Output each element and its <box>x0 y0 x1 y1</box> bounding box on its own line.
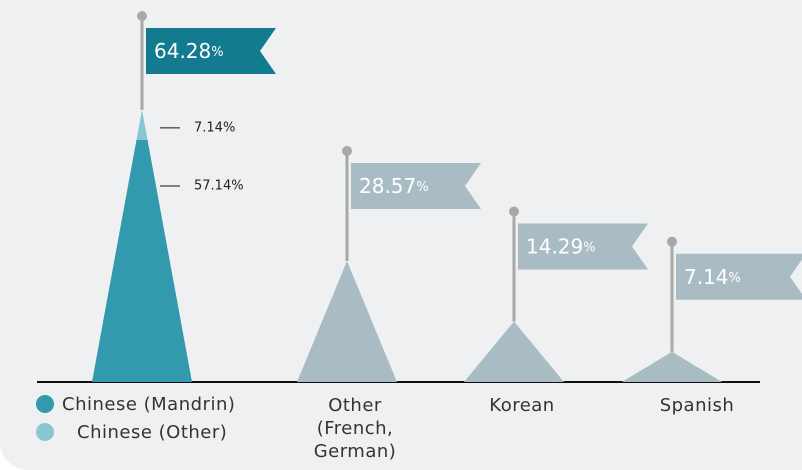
flag-label: 14.29% <box>526 234 596 258</box>
pole-knob <box>667 236 677 247</box>
pole-knob <box>509 206 519 217</box>
legend-label: Chinese (Mandrin) <box>62 394 235 415</box>
pole-knob <box>137 11 147 21</box>
category-label: Other (French, German) <box>313 395 397 462</box>
flag <box>676 253 802 300</box>
triangle-segment <box>136 109 148 141</box>
category-label: Korean <box>489 395 555 416</box>
legend-label: Chinese (Other) <box>77 422 227 443</box>
flag-label: 7.14% <box>684 264 741 288</box>
flag-label: 28.57% <box>359 174 429 198</box>
triangle-segment <box>92 140 192 382</box>
legend-swatch <box>36 423 54 441</box>
flag <box>518 223 648 270</box>
flag <box>351 163 481 210</box>
segment-label: 57.14% <box>194 178 244 193</box>
pole-knob <box>342 146 352 157</box>
legend-swatch <box>36 395 54 413</box>
triangle-segment <box>297 261 397 382</box>
segment-label: 7.14% <box>194 120 235 135</box>
triangle-segment <box>464 321 564 382</box>
category-label: Spanish <box>659 395 735 416</box>
flag <box>146 28 276 74</box>
triangle-segment <box>622 351 722 382</box>
flag-label: 64.28% <box>154 39 224 63</box>
